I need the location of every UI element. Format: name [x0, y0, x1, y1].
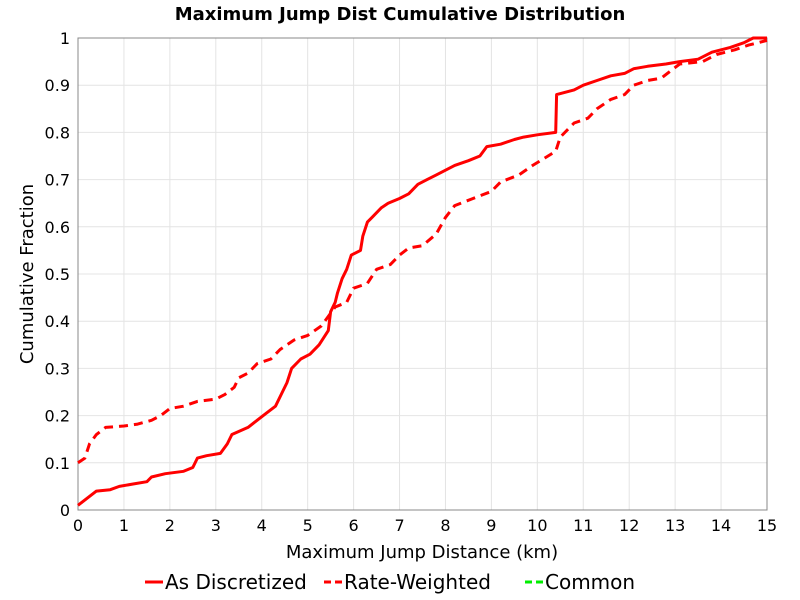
x-tick-label: 15: [757, 516, 777, 535]
x-tick-label: 7: [394, 516, 404, 535]
x-tick-label: 13: [665, 516, 685, 535]
x-tick-label: 3: [211, 516, 221, 535]
grid: [77, 37, 768, 511]
x-tick-label: 2: [165, 516, 175, 535]
y-tick-label: 0.4: [45, 312, 70, 331]
y-tick-label: 1: [60, 29, 70, 48]
y-tick-label: 0.9: [45, 76, 70, 95]
series-line-as-discretized: [77, 36, 767, 507]
x-tick-label: 10: [527, 516, 547, 535]
x-tick-label: 11: [573, 516, 593, 535]
y-tick-label: 0.5: [45, 265, 70, 284]
x-tick-label: 1: [119, 516, 129, 535]
x-tick-label: 9: [486, 516, 496, 535]
y-axis-label: Cumulative Fraction: [17, 184, 38, 364]
legend-label-rate-weighted: Rate-Weighted: [344, 570, 491, 594]
x-tick-label: 6: [349, 516, 359, 535]
x-tick-label: 5: [303, 516, 313, 535]
y-tick-label: 0: [60, 501, 70, 520]
legend: As Discretized Rate-Weighted Common: [145, 570, 635, 594]
y-tick-label: 0.7: [45, 171, 70, 190]
x-tick-label: 4: [257, 516, 267, 535]
y-tick-label: 0.3: [45, 359, 70, 378]
x-tick-label: 12: [619, 516, 639, 535]
legend-label-as-discretized: As Discretized: [165, 570, 307, 594]
legend-label-common: Common: [545, 570, 635, 594]
x-axis-ticks: 0 1 2 3 4 5 6 7 8 9 10 11 12 13 14 15: [73, 516, 777, 535]
series-layer: [77, 36, 768, 507]
y-tick-label: 0.6: [45, 218, 70, 237]
chart-title: Maximum Jump Dist Cumulative Distributio…: [175, 4, 626, 25]
x-tick-label: 0: [73, 516, 83, 535]
x-axis-label: Maximum Jump Distance (km): [286, 542, 558, 563]
y-tick-label: 0.8: [45, 123, 70, 142]
y-tick-label: 0.2: [45, 407, 70, 426]
y-axis-ticks: 0 0.1 0.2 0.3 0.4 0.5 0.6 0.7 0.8 0.9 1: [45, 29, 70, 520]
series-line-rate-weighted: [77, 38, 768, 465]
y-tick-label: 0.1: [45, 454, 70, 473]
x-tick-label: 14: [711, 516, 731, 535]
x-tick-label: 8: [440, 516, 450, 535]
plot-area: [77, 37, 768, 511]
